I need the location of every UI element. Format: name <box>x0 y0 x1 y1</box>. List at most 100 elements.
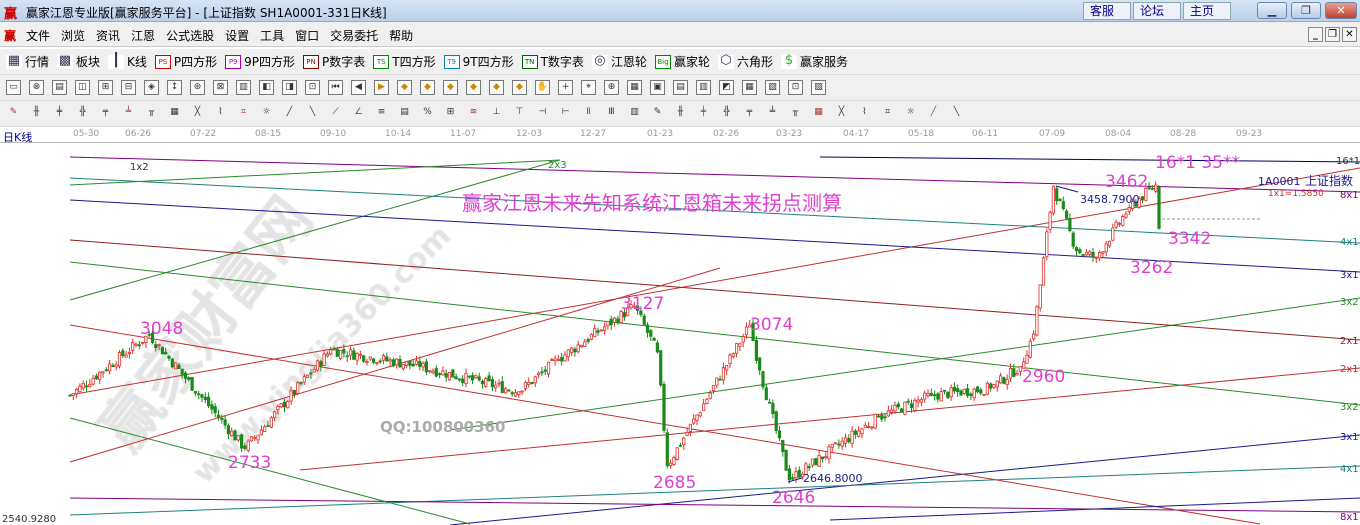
chart-tool-icon[interactable]: ✋ <box>535 80 550 95</box>
chart-tool-icon[interactable]: ↕ <box>167 80 182 95</box>
menu-item[interactable]: 文件 <box>26 29 51 43</box>
drawing-tool-icon[interactable]: ▦ <box>814 107 823 117</box>
drawing-tool-icon[interactable]: ☼ <box>262 107 271 117</box>
chart-tool-icon[interactable]: + <box>558 80 573 95</box>
chart-tool-icon[interactable]: ▦ <box>627 80 642 95</box>
drawing-tool-icon[interactable]: Ⅲ <box>608 107 615 117</box>
drawing-tool-icon[interactable]: ▥ <box>630 107 639 117</box>
toolbar-button[interactable]: ▦ 行情 <box>6 53 49 70</box>
chart-tool-icon[interactable]: ◩ <box>719 80 734 95</box>
drawing-tool-icon[interactable]: ╬ <box>79 107 86 117</box>
chart-tool-icon[interactable]: ▭ <box>6 80 21 95</box>
chart-tool-icon[interactable]: ◀ <box>351 80 366 95</box>
toolbar-button[interactable]: ▩ 板块 <box>57 53 100 70</box>
menu-item[interactable]: 浏览 <box>61 29 86 43</box>
drawing-tool-icon[interactable]: ╲ <box>309 107 316 117</box>
chart-tool-icon[interactable]: ⊟ <box>121 80 136 95</box>
drawing-tool-icon[interactable]: ⊢ <box>561 107 570 117</box>
drawing-tool-icon[interactable]: ∠ <box>354 107 363 117</box>
close-button[interactable]: ✕ <box>1325 2 1357 19</box>
menu-item[interactable]: 设置 <box>225 29 250 43</box>
chart-tool-icon[interactable]: ▦ <box>742 80 757 95</box>
drawing-tool-icon[interactable]: ≡ <box>377 107 386 117</box>
customer-service-link[interactable]: 客服 <box>1083 2 1131 20</box>
drawing-tool-icon[interactable]: ╱ <box>286 107 293 117</box>
toolbar-button[interactable]: PS P四方形 <box>154 53 217 70</box>
drawing-tool-icon[interactable]: ⌗ <box>240 107 247 117</box>
drawing-tool-icon[interactable]: ✎ <box>653 107 662 117</box>
drawing-tool-icon[interactable]: ⟋ <box>332 107 339 117</box>
toolbar-button[interactable]: TN T数字表 <box>521 53 584 70</box>
drawing-tool-icon[interactable]: ╤ <box>102 107 109 117</box>
kline-chart[interactable]: 3048 2733 3127 2685 3074 2646 2960 3462 3262 3342… <box>0 143 1360 525</box>
toolbar-button[interactable]: $ 赢家服务 <box>780 53 848 70</box>
chart-tool-icon[interactable]: ⊡ <box>305 80 320 95</box>
chart-tool-icon[interactable]: ▤ <box>673 80 688 95</box>
drawing-tool-icon[interactable]: ⊞ <box>446 107 455 117</box>
mdi-restore-button[interactable]: ❐ <box>1325 27 1340 42</box>
chart-tool-icon[interactable]: ◨ <box>282 80 297 95</box>
drawing-tool-icon[interactable]: ╧ <box>125 107 132 117</box>
drawing-tool-icon[interactable]: ╫ <box>677 107 684 117</box>
drawing-tool-icon[interactable]: Ⅱ <box>586 107 591 117</box>
chart-tool-icon[interactable]: ▥ <box>696 80 711 95</box>
chart-tool-icon[interactable]: ▣ <box>650 80 665 95</box>
toolbar-button[interactable]: PN P数字表 <box>303 53 365 70</box>
chart-tool-icon[interactable]: ◆ <box>443 80 458 95</box>
chart-tool-icon[interactable]: ◫ <box>75 80 90 95</box>
toolbar-button[interactable]: ┃ K线 <box>108 53 147 70</box>
chart-tool-icon[interactable]: ▧ <box>765 80 780 95</box>
drawing-tool-icon[interactable]: ≋ <box>469 107 478 117</box>
menu-item[interactable]: 窗口 <box>295 29 320 43</box>
chart-tool-icon[interactable]: ◆ <box>489 80 504 95</box>
menu-item[interactable]: 工具 <box>260 29 285 43</box>
chart-tool-icon[interactable]: ⌖ <box>581 80 596 95</box>
drawing-tool-icon[interactable]: ╪ <box>56 107 63 117</box>
drawing-tool-icon[interactable]: ╫ <box>33 107 40 117</box>
drawing-tool-icon[interactable]: % <box>423 107 432 117</box>
mdi-minimize-button[interactable]: _ <box>1308 27 1323 42</box>
drawing-tool-icon[interactable]: ⌇ <box>218 107 223 117</box>
menu-item[interactable]: 交易委托 <box>330 29 379 43</box>
chart-tool-icon[interactable]: ◆ <box>466 80 481 95</box>
chart-tool-icon[interactable]: ◧ <box>259 80 274 95</box>
chart-tool-icon[interactable]: ⊞ <box>98 80 113 95</box>
drawing-tool-icon[interactable]: ╬ <box>723 107 730 117</box>
drawing-tool-icon[interactable]: ╲ <box>953 107 960 117</box>
drawing-tool-icon[interactable]: ▦ <box>170 107 179 117</box>
chart-tool-icon[interactable]: ▤ <box>52 80 67 95</box>
toolbar-button[interactable]: T9 9T四方形 <box>443 53 514 70</box>
drawing-tool-icon[interactable]: ╥ <box>792 107 799 117</box>
drawing-tool-icon[interactable]: ╱ <box>930 107 937 117</box>
chart-tool-icon[interactable]: ◆ <box>397 80 412 95</box>
drawing-tool-icon[interactable]: ╤ <box>746 107 753 117</box>
drawing-tool-icon[interactable]: ✎ <box>9 107 18 117</box>
chart-tool-icon[interactable]: ⊡ <box>788 80 803 95</box>
toolbar-button[interactable]: ⬡ 六角形 <box>717 53 773 70</box>
menu-item[interactable]: 公式选股 <box>166 29 215 43</box>
homepage-link[interactable]: 主页 <box>1183 2 1231 20</box>
menu-item[interactable]: 资讯 <box>96 29 121 43</box>
chart-tool-icon[interactable]: ◈ <box>144 80 159 95</box>
drawing-tool-icon[interactable]: ▤ <box>400 107 409 117</box>
drawing-tool-icon[interactable]: ╳ <box>838 107 845 117</box>
drawing-tool-icon[interactable]: ╳ <box>194 107 201 117</box>
chart-tool-icon[interactable]: ⊕ <box>604 80 619 95</box>
menu-item[interactable]: 帮助 <box>389 29 414 43</box>
toolbar-button[interactable]: TS T四方形 <box>373 53 436 70</box>
chart-tool-icon[interactable]: ⊠ <box>213 80 228 95</box>
drawing-tool-icon[interactable]: ⊤ <box>515 107 524 117</box>
forum-link[interactable]: 论坛 <box>1133 2 1181 20</box>
restore-button[interactable]: ❐ <box>1291 2 1321 19</box>
drawing-tool-icon[interactable]: ╪ <box>700 107 707 117</box>
chart-tool-icon[interactable]: ▶ <box>374 80 389 95</box>
toolbar-button[interactable]: P9 9P四方形 <box>225 53 295 70</box>
drawing-tool-icon[interactable]: ╥ <box>148 107 155 117</box>
chart-tool-icon[interactable]: ▥ <box>236 80 251 95</box>
mdi-close-button[interactable]: ✕ <box>1342 27 1357 42</box>
toolbar-button[interactable]: ◎ 江恩轮 <box>591 53 647 70</box>
chart-tool-icon[interactable]: ◆ <box>512 80 527 95</box>
drawing-tool-icon[interactable]: ☼ <box>906 107 915 117</box>
menu-item[interactable]: 江恩 <box>131 29 156 43</box>
chart-tool-icon[interactable]: ⊗ <box>29 80 44 95</box>
